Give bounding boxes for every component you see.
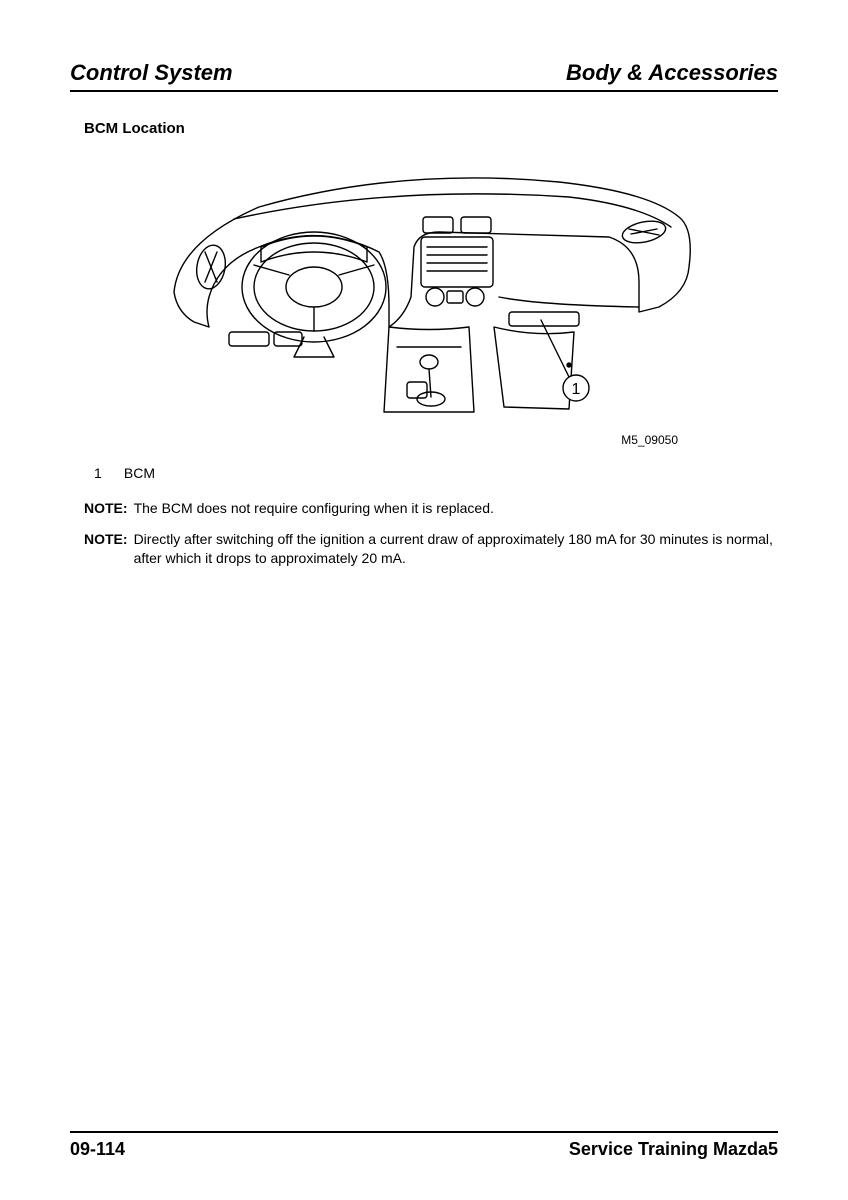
note-text: Directly after switching off the ignitio… xyxy=(134,530,778,568)
document-title: Service Training Mazda5 xyxy=(569,1139,778,1160)
section-title: BCM Location xyxy=(84,120,778,137)
note-label: NOTE: xyxy=(84,499,128,518)
note-label: NOTE: xyxy=(84,530,128,568)
legend-row: 1 BCM xyxy=(94,465,778,481)
bcm-location-diagram: 1 xyxy=(70,147,778,427)
page-number: 09-114 xyxy=(70,1139,125,1160)
diagram-code: M5_09050 xyxy=(70,433,678,447)
note-1: NOTE: The BCM does not require configuri… xyxy=(84,499,778,518)
legend-num: 1 xyxy=(94,465,120,481)
dashboard-line-drawing: 1 xyxy=(139,147,709,427)
header-right: Body & Accessories xyxy=(566,60,778,86)
note-text: The BCM does not require configuring whe… xyxy=(134,499,778,518)
callout-number: 1 xyxy=(572,381,581,398)
legend-label: BCM xyxy=(124,465,155,481)
note-2: NOTE: Directly after switching off the i… xyxy=(84,530,778,568)
header-left: Control System xyxy=(70,60,233,86)
page-header: Control System Body & Accessories xyxy=(70,60,778,92)
page-footer: 09-114 Service Training Mazda5 xyxy=(70,1131,778,1160)
